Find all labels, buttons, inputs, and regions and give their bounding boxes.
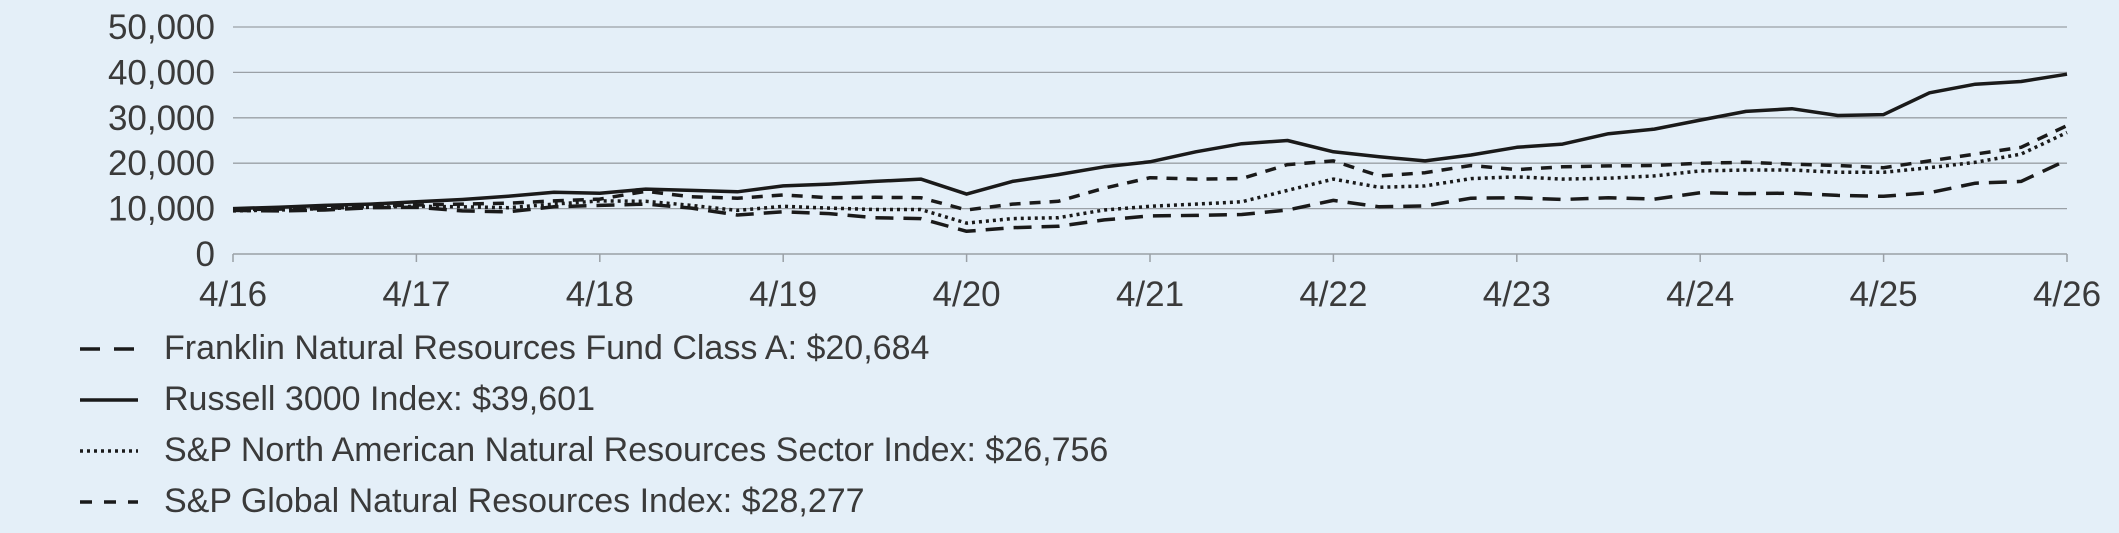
x-tick-label: 4/20 [933,275,1001,314]
y-axis-tick-labels: 0 10,000 20,000 30,000 40,000 50,000 [108,8,215,274]
series-lines [232,72,2068,234]
y-tick-label: 0 [196,235,215,274]
legend-swatch-short-dash [80,499,138,504]
legend-item-franklin-fund: Franklin Natural Resources Fund Class A:… [78,323,1108,374]
legend-label: Russell 3000 Index: $39,601 [164,380,595,418]
x-tick-label: 4/25 [1850,275,1918,314]
y-tick-label: 50,000 [108,8,215,47]
series-line-4 [232,124,2068,212]
legend-item-sp-global: S&P Global Natural Resources Index: $28,… [78,476,1108,527]
x-tick-label: 4/21 [1116,275,1184,314]
x-tick-label: 4/26 [2033,275,2101,314]
series-line-2 [232,72,2068,211]
x-axis-tick-labels: 4/16 4/17 4/18 4/19 4/20 4/21 4/22 4/23 4/24 4/25… [199,275,2101,314]
x-tick-label: 4/17 [382,275,450,314]
y-tick-label: 20,000 [108,144,215,183]
legend-swatch-dotted [80,448,138,453]
x-tick-label: 4/23 [1483,275,1551,314]
y-tick-label: 10,000 [108,190,215,229]
legend-swatch-long-dash [80,346,138,351]
y-tick-label: 30,000 [108,99,215,138]
x-tick-label: 4/24 [1666,275,1734,314]
legend-item-russell-3000: Russell 3000 Index: $39,601 [78,374,1108,425]
line-chart: 0 10,000 20,000 30,000 40,000 50,000 4/16 4/17… [108,8,2101,314]
legend-swatch-solid [80,397,138,402]
grid-lines [233,26,2067,210]
x-tick-label: 4/19 [749,275,817,314]
legend-item-sp-north-american: S&P North American Natural Resources Sec… [78,425,1108,476]
legend-label: Franklin Natural Resources Fund Class A:… [164,329,930,367]
x-tick-label: 4/18 [566,275,634,314]
y-tick-label: 40,000 [108,53,215,92]
x-tick-label: 4/16 [199,275,267,314]
chart-legend: Franklin Natural Resources Fund Class A:… [78,323,1108,527]
legend-label: S&P Global Natural Resources Index: $28,… [164,482,865,520]
x-axis [232,253,2068,262]
legend-label: S&P North American Natural Resources Sec… [164,431,1109,469]
x-tick-label: 4/22 [1299,275,1367,314]
